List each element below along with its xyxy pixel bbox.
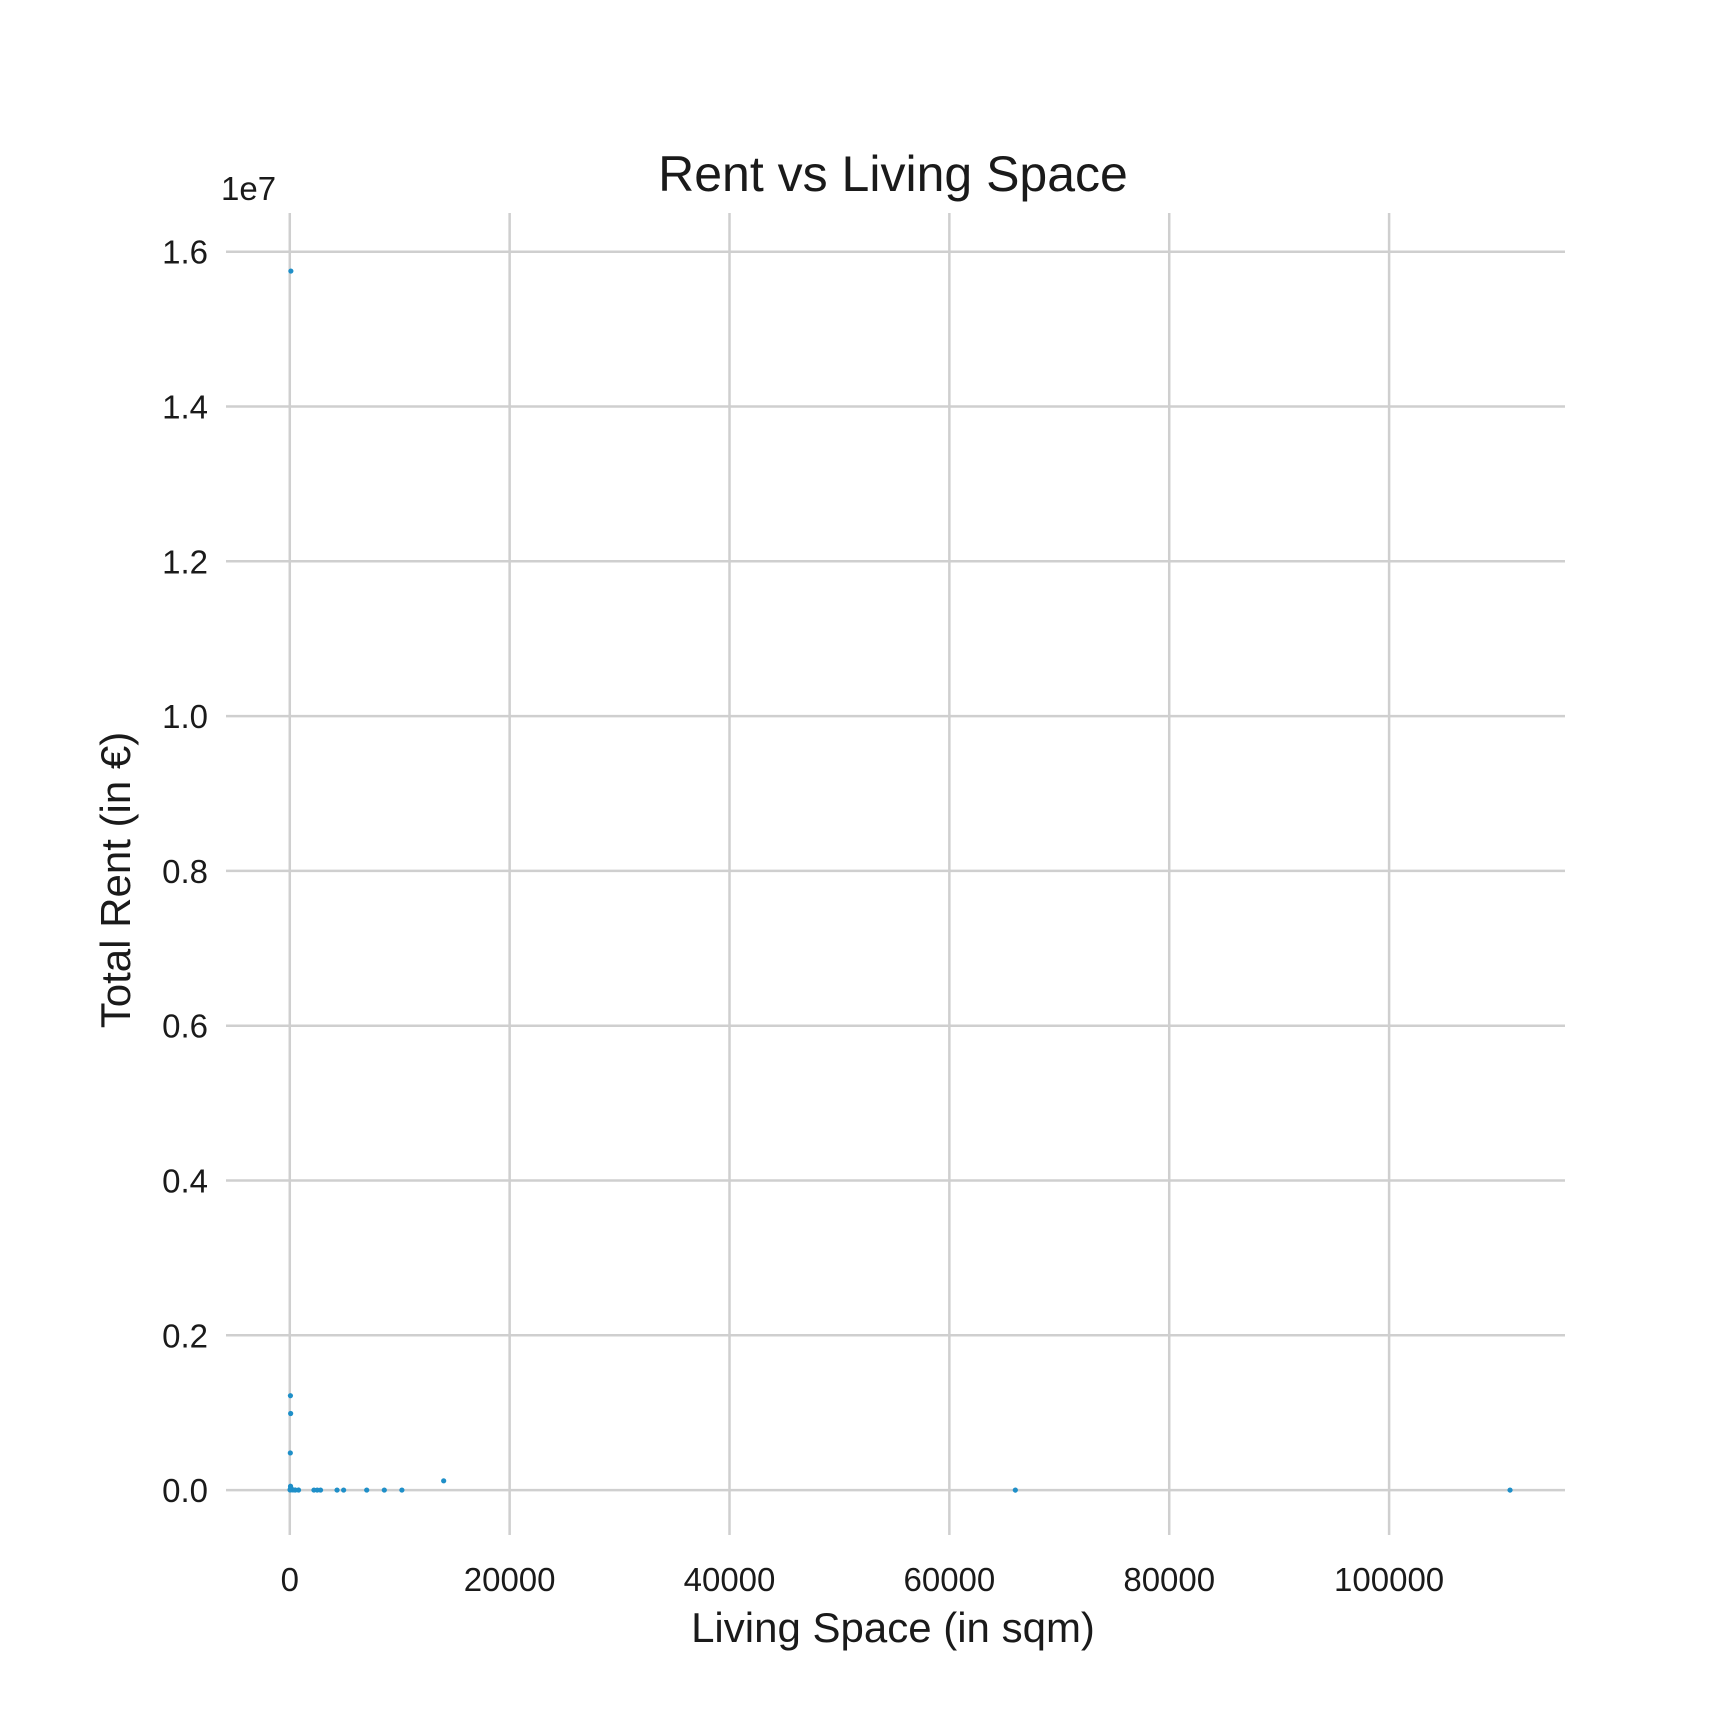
data-point	[441, 1478, 447, 1484]
data-point	[399, 1487, 405, 1493]
y-tick-label: 1.6	[162, 234, 208, 271]
data-point	[341, 1487, 347, 1493]
x-axis-title: Living Space (in sqm)	[691, 1604, 1095, 1651]
data-point	[287, 1487, 293, 1493]
data-point	[317, 1487, 324, 1493]
y-tick-label: 1.0	[162, 698, 208, 735]
x-tick-label: 100000	[1334, 1561, 1444, 1598]
data-point	[288, 1410, 294, 1417]
data-points	[287, 268, 1513, 1493]
data-point	[287, 1450, 293, 1456]
y-tick-label: 0.6	[162, 1008, 208, 1045]
y-axis-title: Total Rent (in €)	[92, 732, 139, 1028]
y-tick-label: 0.8	[162, 853, 208, 890]
y-tick-label: 0.0	[162, 1472, 208, 1509]
y-tick-label: 0.4	[162, 1163, 208, 1200]
data-point	[334, 1487, 340, 1493]
x-tick-label: 20000	[464, 1561, 556, 1598]
gridlines	[226, 213, 1565, 1535]
y-tick-label: 1.4	[162, 389, 208, 426]
chart-title: Rent vs Living Space	[658, 146, 1128, 202]
data-point	[288, 268, 294, 274]
x-tick-label: 80000	[1123, 1561, 1215, 1598]
y-axis-offset-label: 1e7	[221, 170, 276, 207]
x-tick-label: 0	[281, 1561, 299, 1598]
tick-labels: 0 20000 40000 60000 80000 100000 0.0 0.2 0.4 0.6 0…	[162, 234, 1444, 1598]
x-tick-label: 40000	[684, 1561, 776, 1598]
y-tick-label: 0.2	[162, 1317, 208, 1354]
data-point	[295, 1487, 302, 1493]
data-point	[1507, 1487, 1513, 1493]
y-tick-label: 1.2	[162, 543, 208, 580]
x-tick-label: 60000	[903, 1561, 995, 1598]
data-point	[1012, 1487, 1018, 1493]
data-point	[287, 1393, 294, 1399]
data-point	[364, 1487, 370, 1493]
data-point	[381, 1487, 387, 1493]
